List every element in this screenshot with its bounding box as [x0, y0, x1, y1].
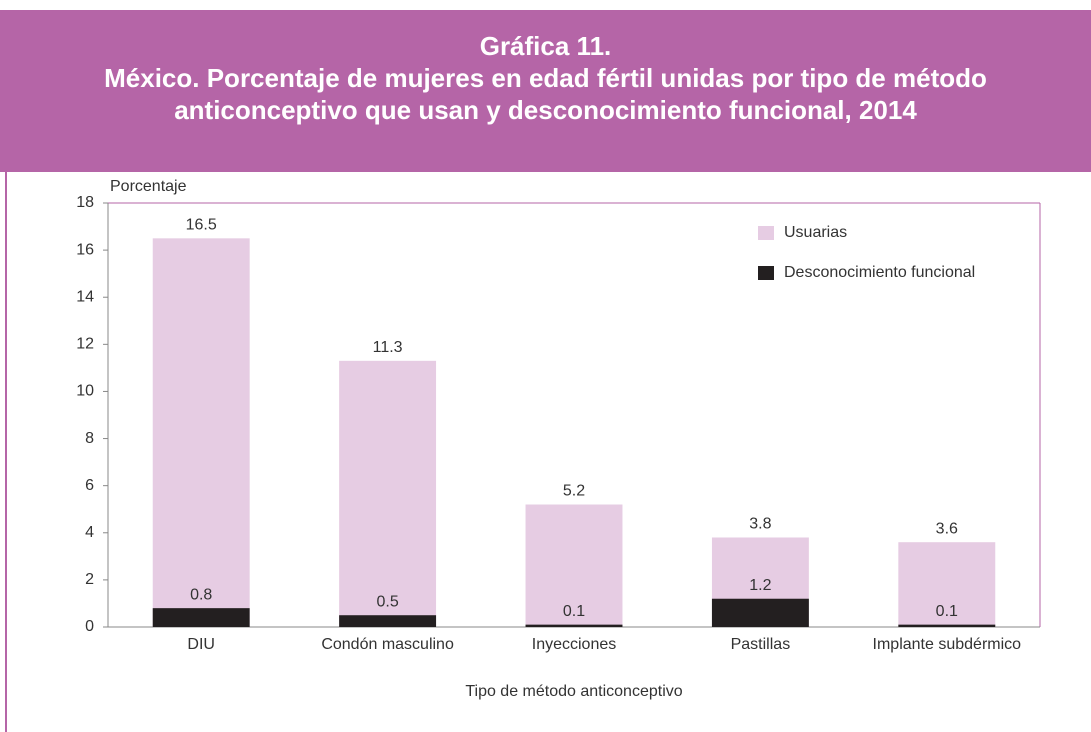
header: Gráfica 11. México. Porcentaje de mujere… — [0, 10, 1091, 172]
value-label: 0.1 — [563, 603, 585, 620]
legend-label: Usuarias — [784, 224, 847, 241]
x-tick-label: Implante subdérmico — [873, 636, 1022, 653]
value-label: 0.8 — [190, 586, 212, 603]
bar — [525, 504, 623, 627]
y-axis-label: Porcentaje — [110, 178, 187, 195]
y-tick-label: 10 — [76, 383, 94, 400]
legend-swatch — [758, 226, 774, 240]
value-label: 0.1 — [936, 603, 958, 620]
y-tick-label: 6 — [85, 477, 94, 494]
y-tick-label: 16 — [76, 241, 94, 258]
bar — [339, 615, 437, 627]
x-tick-label: Condón masculino — [321, 636, 454, 653]
bar — [711, 598, 809, 627]
y-tick-label: 14 — [76, 288, 94, 305]
legend-swatch — [758, 266, 774, 280]
chart-title: Gráfica 11. — [479, 31, 612, 61]
x-tick-label: Pastillas — [731, 636, 791, 653]
y-tick-label: 8 — [85, 430, 94, 447]
bar — [898, 624, 996, 627]
legend-label: Desconocimiento funcional — [784, 264, 975, 281]
x-tick-label: DIU — [187, 636, 215, 653]
value-label: 5.2 — [563, 483, 585, 500]
value-label: 3.6 — [936, 520, 958, 537]
value-label: 0.5 — [376, 593, 398, 610]
bar — [152, 238, 250, 628]
x-tick-label: Inyecciones — [532, 636, 617, 653]
x-axis-label: Tipo de método anticonceptivo — [465, 683, 682, 700]
value-label: 11.3 — [373, 339, 403, 356]
y-tick-label: 18 — [76, 194, 94, 211]
y-tick-label: 4 — [85, 524, 94, 541]
y-tick-label: 0 — [85, 618, 94, 635]
value-label: 16.5 — [186, 217, 217, 234]
bar — [152, 608, 250, 627]
bar — [898, 542, 996, 627]
y-tick-label: 2 — [85, 571, 94, 588]
chart-subtitle: México. Porcentaje de mujeres en edad fé… — [104, 63, 987, 125]
value-label: 1.2 — [749, 577, 771, 594]
bar — [525, 624, 623, 627]
bar — [339, 360, 437, 627]
y-tick-label: 12 — [76, 336, 94, 353]
value-label: 3.8 — [749, 516, 771, 533]
